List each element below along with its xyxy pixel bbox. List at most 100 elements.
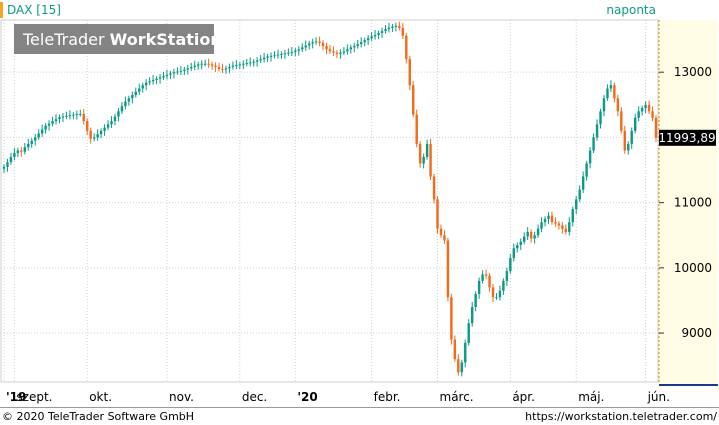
candle-body (412, 85, 415, 115)
y-tick-label: 10000 (674, 261, 712, 275)
candle-body (606, 88, 609, 99)
candle-body (519, 241, 522, 246)
candle-body (193, 65, 196, 67)
candle-body (533, 235, 536, 239)
candle-body (408, 59, 411, 86)
candle-body (134, 91, 138, 96)
candle-body (654, 117, 658, 138)
candle-body (301, 47, 304, 50)
candle-body (20, 150, 23, 152)
candle-body (332, 51, 335, 53)
candle-body (131, 95, 134, 99)
candle-body (75, 113, 79, 115)
source-url[interactable]: https://workstation.teletrader.com/ (525, 410, 717, 423)
candle-body (23, 147, 27, 152)
candle-body (516, 245, 519, 249)
candle-body (498, 290, 502, 298)
x-tick-label: '19 (6, 390, 26, 404)
candle-body (401, 27, 405, 36)
candle-body (176, 71, 179, 73)
last-price-tag-bg (659, 129, 716, 146)
candle-body (47, 123, 51, 126)
candle-body (16, 150, 20, 154)
candle-body (172, 72, 176, 74)
x-tick-label: szept. (16, 390, 52, 404)
candle-body (40, 129, 44, 134)
candle-body (217, 66, 221, 69)
candle-body (255, 60, 259, 62)
plot-area[interactable] (0, 19, 659, 383)
candle-body (99, 130, 103, 135)
candle-body (640, 108, 644, 112)
candle-body (585, 163, 588, 177)
candle-body (273, 55, 276, 57)
candle-body (138, 88, 141, 92)
x-tick-label: dec. (242, 390, 267, 404)
candle-body (200, 63, 203, 65)
candle-body (314, 41, 318, 43)
candle-body (307, 43, 311, 46)
candle-body (155, 78, 158, 81)
candle-body (391, 26, 394, 28)
candle-body (592, 137, 595, 151)
candle-body (491, 287, 495, 298)
candle-body (481, 274, 484, 281)
watermark-brand: TeleTrader (22, 30, 105, 49)
candle-body (335, 52, 339, 54)
candle-body (231, 65, 235, 67)
candle-body (2, 166, 6, 169)
candle-body (495, 297, 498, 299)
candle-body (44, 125, 47, 130)
candle-body (529, 231, 533, 239)
candle-body (564, 228, 568, 232)
candle-body (464, 342, 467, 363)
y-tick-label: 11000 (674, 196, 712, 210)
candle-body (578, 189, 581, 200)
x-tick-label: nov. (169, 390, 194, 404)
chart-frame: DAX [15] naponta 90001000011000120001300… (0, 2, 718, 404)
candle-body (547, 215, 550, 219)
candle-body (429, 143, 432, 177)
candle-body (509, 258, 512, 272)
candle-body (141, 85, 144, 89)
candle-body (387, 27, 391, 30)
candle-body (297, 49, 301, 51)
candle-body (488, 275, 491, 288)
candle-body (113, 116, 117, 122)
candlestick-series (2, 21, 658, 377)
candle-body (9, 156, 13, 163)
candle-body (602, 98, 606, 112)
candle-body (422, 156, 425, 164)
candle-body (92, 137, 96, 139)
x-tick-label: '20 (297, 390, 317, 404)
candle-body (82, 113, 85, 122)
candle-body (210, 64, 214, 66)
candle-body (196, 64, 200, 66)
candle-body (127, 98, 131, 102)
candle-body (418, 143, 422, 164)
copyright-text: © 2020 TeleTrader Software GmbH (2, 410, 195, 423)
candle-body (484, 274, 488, 276)
candle-body (280, 53, 283, 55)
candle-body (436, 199, 439, 229)
x-tick-label: okt. (89, 390, 112, 404)
candle-body (568, 222, 571, 232)
x-tick-label: jún. (647, 390, 670, 404)
candle-body (190, 66, 193, 69)
footer: © 2020 TeleTrader Software GmbH https://… (0, 407, 719, 425)
candle-body (54, 119, 58, 122)
candle-body (359, 42, 363, 45)
last-price-value: 11993,89 (658, 131, 715, 145)
candle-body (339, 52, 342, 54)
candle-body (620, 111, 623, 131)
candle-body (249, 62, 252, 64)
candle-body (384, 29, 387, 32)
candle-body (366, 38, 370, 41)
candle-body (353, 46, 356, 48)
candle-body (27, 143, 30, 148)
candle-body (405, 35, 408, 60)
candle-body (627, 143, 630, 151)
period-label[interactable]: naponta (606, 3, 656, 17)
candle-body (103, 127, 106, 131)
